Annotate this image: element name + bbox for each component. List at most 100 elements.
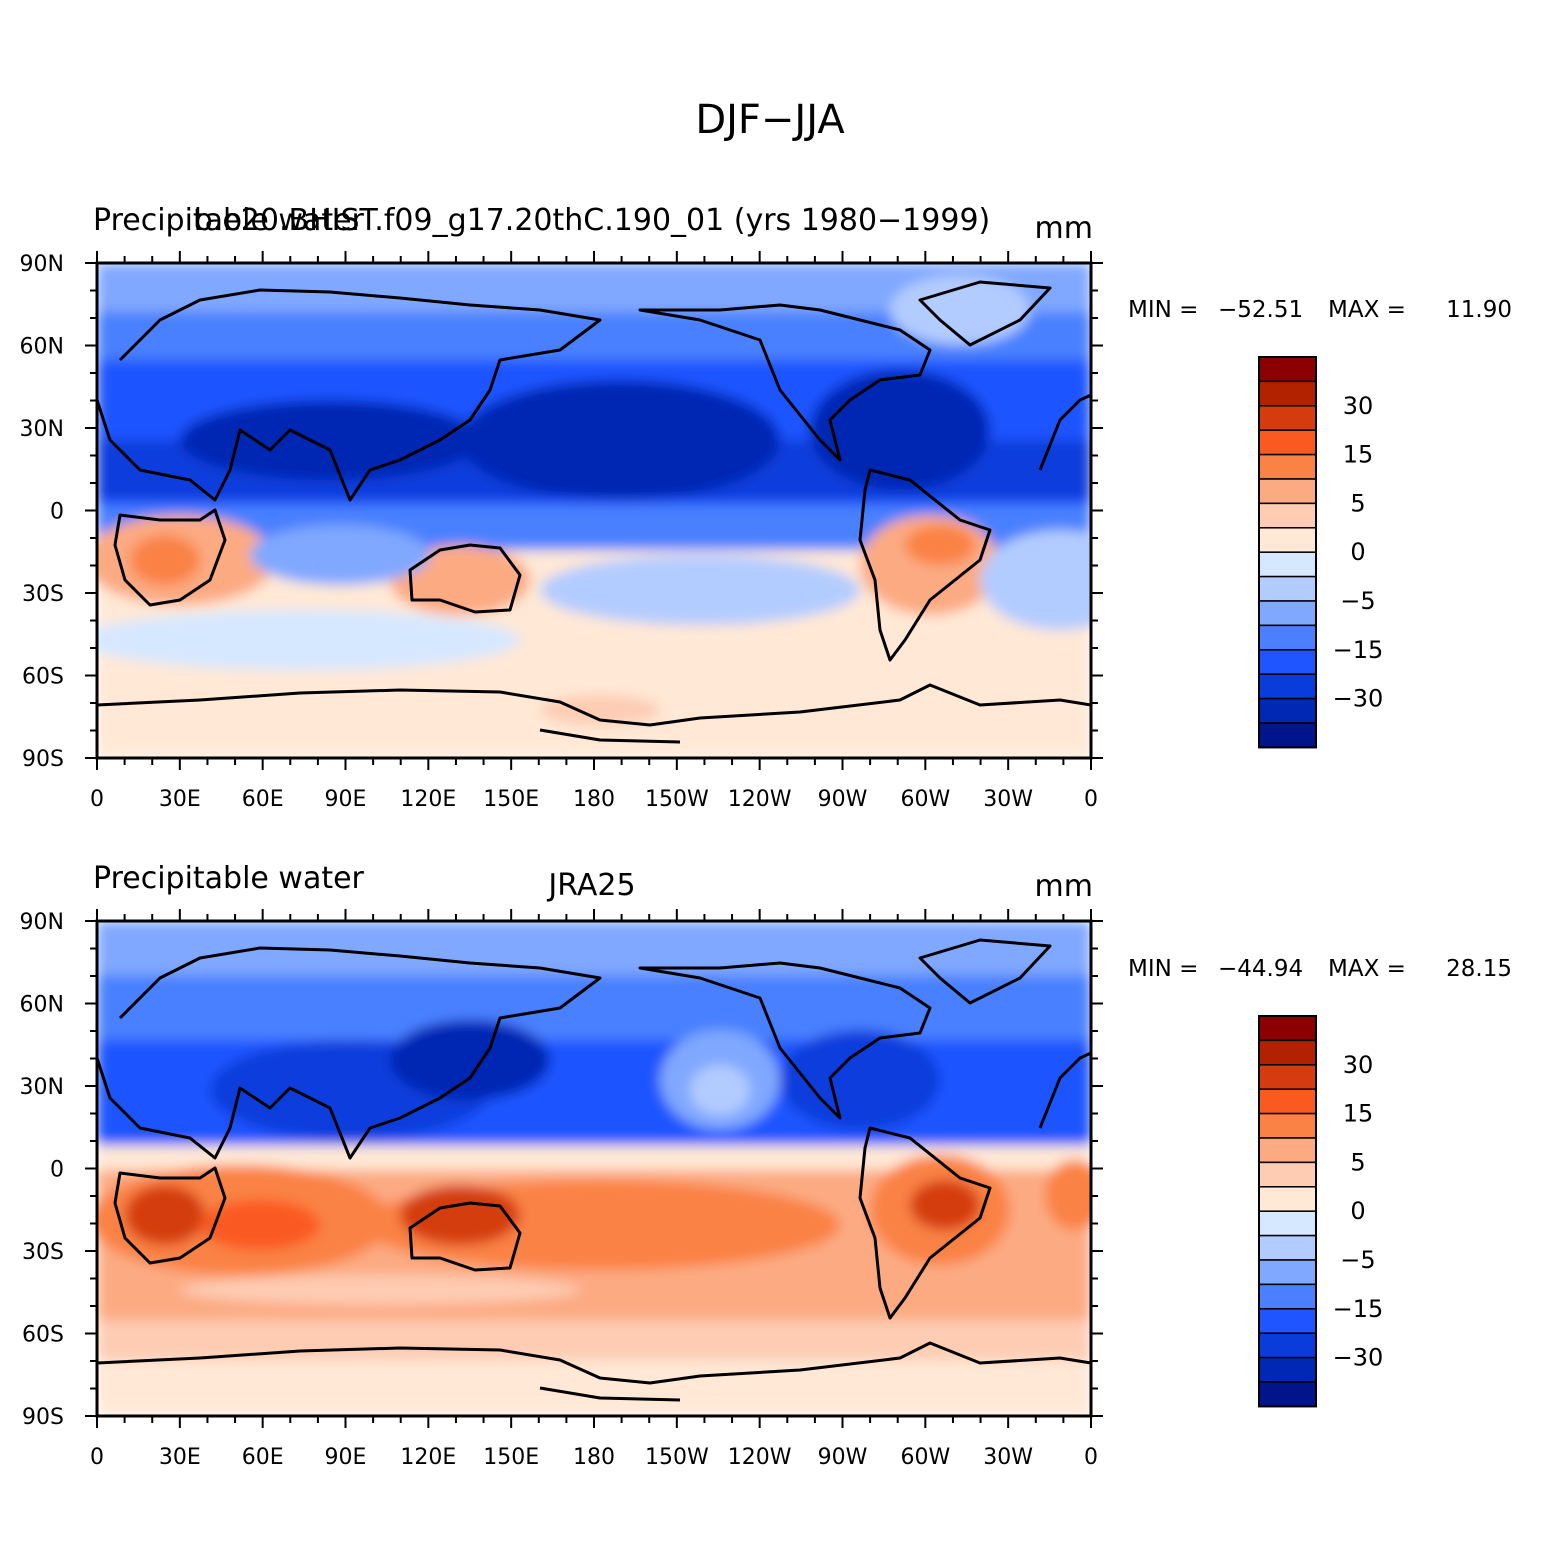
panel-top-xtick-label: 90E <box>325 787 367 812</box>
panel-top-xtick-label: 60E <box>242 787 284 812</box>
panel-bottom-colorbar-swatch <box>1258 1332 1317 1359</box>
panel-top: Precipitable water b.e20.BHIST.f09_g17.2… <box>20 203 1512 812</box>
panel-bottom-xtick-label: 180 <box>573 1445 615 1470</box>
panel-top-colorbar-label: −15 <box>1333 636 1384 664</box>
panel-top-colorbar-swatch <box>1258 429 1317 456</box>
panel-top-xtick-label: 120W <box>728 787 792 812</box>
panel-bottom-xtick-label: 0 <box>90 1445 104 1470</box>
panel-top-colorbar-swatch <box>1258 405 1317 431</box>
panel-top-colorbar-swatch <box>1258 380 1317 407</box>
panel-top-ytick-label: 60S <box>22 665 64 690</box>
panel-top-colorbar-label: 30 <box>1343 392 1374 420</box>
panel-bottom: Precipitable water JRA25 mm <box>20 861 1512 1470</box>
panel-top-colorbar-label: 15 <box>1343 441 1374 469</box>
panel-bottom-xtick-label: 150W <box>645 1445 709 1470</box>
panel-top-colorbar-label: −5 <box>1340 587 1375 615</box>
panel-bottom-xtick-label: 90W <box>818 1445 868 1470</box>
panel-bottom-stats-min: −44.94 <box>1218 956 1303 982</box>
panel-bottom-ytick-label: 0 <box>50 1158 64 1183</box>
panel-top-xtick-label: 150W <box>645 787 709 812</box>
panel-bottom-stats-max-label: MAX = <box>1328 956 1406 982</box>
panel-top-colorbar-swatch <box>1258 673 1317 700</box>
panel-bottom-colorbar-swatch <box>1258 1137 1317 1164</box>
panel-bottom-stats-min-label: MIN = <box>1128 956 1206 982</box>
panel-top-colorbar-swatch <box>1258 722 1317 749</box>
panel-top-colorbar-swatch <box>1258 600 1317 627</box>
panel-bottom-xtick-label: 90E <box>325 1445 367 1470</box>
panel-top-colorbar-swatch <box>1258 575 1317 602</box>
panel-bottom-ytick-label: 60N <box>20 993 64 1018</box>
panel-top-map <box>97 263 1091 758</box>
panel-bottom-colorbar-label: −15 <box>1333 1295 1384 1323</box>
panel-bottom-colorbar-label: 0 <box>1350 1197 1365 1225</box>
panel-bottom-colorbar-swatch <box>1258 1283 1317 1310</box>
panel-bottom-stats-max: 28.15 <box>1446 956 1512 982</box>
panel-top-ytick-label: 30N <box>20 417 64 442</box>
panel-bottom-map <box>97 921 1091 1416</box>
panel-top-units: mm <box>1035 211 1093 246</box>
panel-top-ytick-label: 90S <box>22 747 64 772</box>
panel-bottom-colorbar-swatch <box>1258 1039 1317 1066</box>
panel-bottom-xtick-label: 120W <box>728 1445 792 1470</box>
panel-top-stats-max: 11.90 <box>1446 297 1512 323</box>
panel-bottom-xtick-label: 30W <box>983 1445 1033 1470</box>
panel-bottom-colorbar: 30 15 5 0 −5 −15 −30 <box>1258 1015 1384 1408</box>
panel-bottom-colorbar-swatch <box>1258 1161 1317 1188</box>
panel-top-colorbar-swatch <box>1258 453 1317 480</box>
panel-bottom-xtick-label: 60E <box>242 1445 284 1470</box>
panel-bottom-xtick-label: 30E <box>159 1445 201 1470</box>
panel-top-ytick-label: 0 <box>50 500 64 525</box>
panel-top-xtick-label: 30E <box>159 787 201 812</box>
panel-top-ytick-label: 90N <box>20 252 64 277</box>
panel-top-stats-max-label: MAX = <box>1328 297 1406 323</box>
panel-bottom-colorbar-label: 15 <box>1343 1100 1374 1128</box>
panel-top-stats-min-label: MIN = <box>1128 297 1206 323</box>
panel-bottom-colorbar-swatch <box>1258 1064 1317 1090</box>
panel-top-center-title: b.e20.BHIST.f09_g17.20thC.190_01 (yrs 19… <box>194 203 990 238</box>
panel-bottom-colorbar-swatch <box>1258 1381 1317 1408</box>
panel-top-colorbar-swatch <box>1258 502 1317 529</box>
panel-top-xtick-label: 0 <box>1084 787 1098 812</box>
panel-bottom-colorbar-swatch <box>1258 1112 1317 1139</box>
panel-top-xtick-label: 90W <box>818 787 868 812</box>
panel-top-stats-min: −52.51 <box>1218 297 1303 323</box>
panel-top-colorbar: 30 15 5 0 −5 −15 −30 <box>1258 356 1384 749</box>
figure-title: DJF−JJA <box>695 97 845 143</box>
panel-top-xtick-label: 30W <box>983 787 1033 812</box>
panel-top-colorbar-label: −30 <box>1333 685 1384 713</box>
panel-bottom-colorbar-swatch <box>1258 1186 1317 1212</box>
panel-bottom-colorbar-label: 30 <box>1343 1051 1374 1079</box>
panel-top-colorbar-swatch <box>1258 551 1317 578</box>
panel-bottom-colorbar-swatch <box>1258 1088 1317 1115</box>
panel-bottom-ytick-label: 30N <box>20 1075 64 1100</box>
panel-top-colorbar-label: 0 <box>1350 538 1365 566</box>
panel-top-ytick-label: 30S <box>22 582 64 607</box>
panel-bottom-ytick-label: 30S <box>22 1240 64 1265</box>
panel-top-colorbar-swatch <box>1258 527 1317 553</box>
panel-bottom-colorbar-swatch <box>1258 1234 1317 1261</box>
panel-top-xtick-label: 150E <box>483 787 539 812</box>
panel-top-xtick-label: 180 <box>573 787 615 812</box>
panel-bottom-colorbar-swatch <box>1258 1210 1317 1237</box>
panel-bottom-colorbar-swatch <box>1258 1356 1317 1383</box>
panel-bottom-colorbar-swatch <box>1258 1308 1317 1334</box>
panel-bottom-center-title: JRA25 <box>546 868 635 903</box>
panel-bottom-ytick-label: 90N <box>20 910 64 935</box>
panel-top-left-title: Precipitable water <box>93 203 365 238</box>
panel-bottom-ytick-label: 90S <box>22 1405 64 1430</box>
panel-bottom-ticks: 0 30E 60E 90E 120E 150E 180 150W 120W 90W 60W 30W 0 9… <box>20 909 1103 1470</box>
panel-top-colorbar-swatch <box>1258 356 1317 383</box>
panel-top-xtick-label: 0 <box>90 787 104 812</box>
panel-top-xtick-label: 60W <box>900 787 950 812</box>
panel-bottom-colorbar-label: −5 <box>1340 1246 1375 1274</box>
panel-top-colorbar-swatch <box>1258 649 1317 675</box>
panel-bottom-colorbar-swatch <box>1258 1015 1317 1042</box>
panel-bottom-colorbar-swatch <box>1258 1259 1317 1286</box>
panel-bottom-xtick-label: 120E <box>400 1445 456 1470</box>
panel-top-ticks: 0 30E 60E 90E 120E 150E 180 150W 120W 90W 60W 30W 0 9… <box>20 251 1103 812</box>
panel-bottom-xtick-label: 150E <box>483 1445 539 1470</box>
panel-top-colorbar-label: 5 <box>1350 489 1365 517</box>
panel-top-colorbar-swatch <box>1258 624 1317 651</box>
panel-bottom-xtick-label: 0 <box>1084 1445 1098 1470</box>
